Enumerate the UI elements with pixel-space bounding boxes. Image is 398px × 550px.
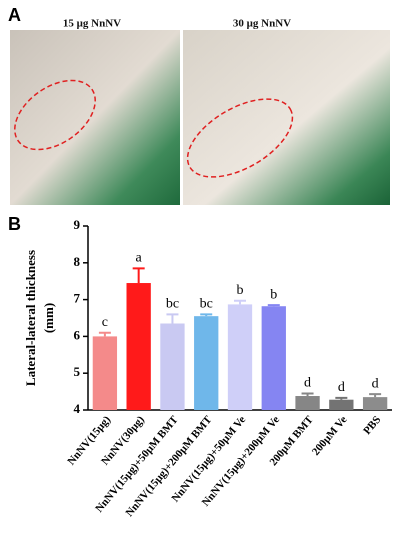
- error-bar: [301, 392, 314, 397]
- bar: [329, 399, 354, 410]
- photo: [10, 30, 180, 205]
- error-bar: [132, 267, 145, 284]
- significance-letter: bc: [166, 297, 179, 312]
- y-label-line: (mm): [41, 303, 56, 333]
- error-bar: [166, 313, 179, 324]
- y-tick-label: 5: [74, 364, 81, 379]
- x-tick-label: 200μM Ve: [310, 414, 350, 458]
- significance-letter: c: [102, 315, 108, 330]
- x-tick-label: PBS: [361, 414, 383, 437]
- error-bar: [234, 299, 246, 305]
- y-label-line: Lateral-lateral thickness: [23, 250, 38, 386]
- panel-label: B: [8, 214, 21, 234]
- photo-caption: 15 μg NnNV: [63, 18, 121, 30]
- significance-letter: a: [136, 251, 143, 266]
- significance-letter: d: [304, 376, 311, 391]
- error-bar: [98, 331, 111, 337]
- bar: [261, 306, 286, 410]
- significance-letter: bc: [200, 297, 213, 312]
- bar: [362, 397, 388, 410]
- error-bar: [335, 396, 348, 400]
- highlight: [14, 79, 96, 151]
- bar: [194, 316, 219, 410]
- error-bar: [369, 393, 382, 398]
- significance-letter: d: [338, 380, 345, 395]
- bar: [295, 396, 320, 410]
- highlight: [186, 98, 294, 178]
- y-tick-label: 7: [74, 291, 81, 306]
- photo-caption: 30 μg NnNV: [233, 18, 291, 30]
- photo: [183, 30, 390, 205]
- significance-letter: b: [237, 283, 244, 298]
- error-bar: [200, 313, 213, 317]
- y-tick-label: 9: [74, 217, 81, 232]
- y-tick-label: 4: [74, 401, 81, 416]
- bar: [160, 323, 185, 410]
- y-tick-label: 8: [74, 254, 81, 269]
- bar: [126, 283, 151, 410]
- significance-letter: d: [372, 376, 379, 391]
- bar: [227, 304, 253, 410]
- y-tick-label: 6: [74, 327, 81, 342]
- significance-letter: b: [270, 287, 277, 302]
- error-bar: [267, 304, 280, 307]
- y-label: Lateral-lateral thickness (mm): [23, 250, 56, 386]
- panel-label: A: [8, 5, 21, 25]
- bar: [92, 336, 118, 410]
